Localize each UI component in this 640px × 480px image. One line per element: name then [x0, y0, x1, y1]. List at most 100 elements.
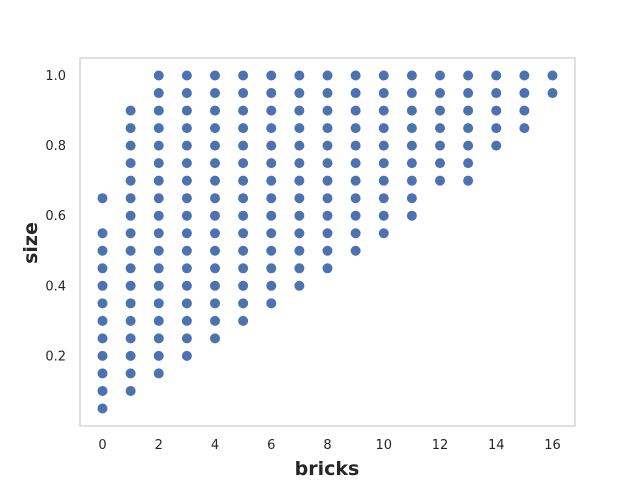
data-point — [547, 88, 558, 99]
data-point — [266, 88, 277, 99]
data-point — [181, 263, 192, 274]
data-point — [378, 210, 389, 221]
data-point — [435, 105, 445, 116]
data-point — [181, 315, 192, 326]
data-point — [238, 263, 249, 274]
data-point — [238, 105, 249, 116]
data-point — [350, 193, 361, 204]
data-point — [266, 298, 277, 309]
data-point — [266, 140, 277, 151]
data-point — [181, 228, 192, 239]
data-point — [519, 70, 530, 81]
data-point — [322, 140, 333, 151]
data-point — [125, 350, 136, 361]
data-point — [238, 315, 249, 326]
data-point — [266, 175, 277, 186]
data-point — [435, 158, 445, 169]
data-point — [266, 123, 277, 134]
data-point — [435, 123, 445, 134]
data-point — [153, 350, 164, 361]
data-point — [435, 70, 445, 81]
data-point — [322, 175, 333, 186]
y-tick-labels: 0.2 0.4 0.6 0.8 1.0 — [45, 69, 66, 364]
data-point — [153, 245, 164, 256]
data-point — [125, 333, 136, 344]
data-point — [238, 280, 249, 291]
data-point — [406, 175, 417, 186]
data-point — [322, 158, 333, 169]
data-point — [181, 70, 192, 81]
data-point — [350, 140, 361, 151]
data-point — [125, 245, 136, 256]
data-point — [322, 245, 333, 256]
data-point — [350, 158, 361, 169]
data-point — [181, 88, 192, 99]
y-tick-label: 1.0 — [45, 69, 66, 84]
data-point — [125, 123, 136, 134]
y-tick-label: 0.4 — [45, 279, 66, 294]
y-tick-label: 0.8 — [45, 139, 66, 154]
data-point — [210, 70, 220, 81]
data-point — [435, 88, 445, 99]
data-point — [491, 70, 502, 81]
data-point — [406, 105, 417, 116]
data-point — [210, 315, 220, 326]
data-point — [97, 333, 108, 344]
data-point — [378, 140, 389, 151]
data-point — [210, 105, 220, 116]
data-point — [238, 158, 249, 169]
x-tick-label: 10 — [375, 438, 392, 453]
data-point — [378, 123, 389, 134]
data-point — [322, 105, 333, 116]
data-point — [181, 140, 192, 151]
data-point — [294, 88, 305, 99]
x-tick-label: 16 — [544, 438, 561, 453]
data-point — [238, 193, 249, 204]
data-point — [406, 140, 417, 151]
data-point — [181, 280, 192, 291]
data-point — [294, 210, 305, 221]
data-point — [210, 245, 220, 256]
data-point — [322, 193, 333, 204]
data-point — [181, 333, 192, 344]
x-tick-label: 4 — [211, 438, 219, 453]
data-point — [491, 140, 502, 151]
data-point — [97, 315, 108, 326]
data-point — [181, 175, 192, 186]
plot-area — [79, 57, 576, 427]
data-point — [266, 228, 277, 239]
data-point — [491, 88, 502, 99]
data-point — [350, 70, 361, 81]
data-point — [97, 245, 108, 256]
data-point — [125, 228, 136, 239]
data-point — [125, 263, 136, 274]
data-point — [294, 175, 305, 186]
x-tick-labels: 0 2 4 6 8 10 12 14 16 — [98, 438, 560, 453]
data-point — [238, 245, 249, 256]
data-point — [266, 280, 277, 291]
data-point — [294, 193, 305, 204]
x-tick-label: 12 — [432, 438, 449, 453]
data-point — [181, 105, 192, 116]
data-point — [181, 210, 192, 221]
data-point — [153, 158, 164, 169]
data-point — [97, 385, 108, 396]
x-tick-label: 8 — [323, 438, 331, 453]
x-tick-label: 6 — [267, 438, 275, 453]
data-point — [153, 193, 164, 204]
data-point — [97, 193, 108, 204]
data-point — [153, 228, 164, 239]
data-point — [266, 158, 277, 169]
data-point — [547, 70, 558, 81]
data-point — [125, 210, 136, 221]
data-point — [125, 280, 136, 291]
data-point — [125, 175, 136, 186]
data-point — [153, 263, 164, 274]
data-point — [266, 105, 277, 116]
data-point — [153, 298, 164, 309]
data-point — [463, 158, 474, 169]
data-point — [378, 105, 389, 116]
x-tick-label: 14 — [488, 438, 505, 453]
data-point — [210, 88, 220, 99]
